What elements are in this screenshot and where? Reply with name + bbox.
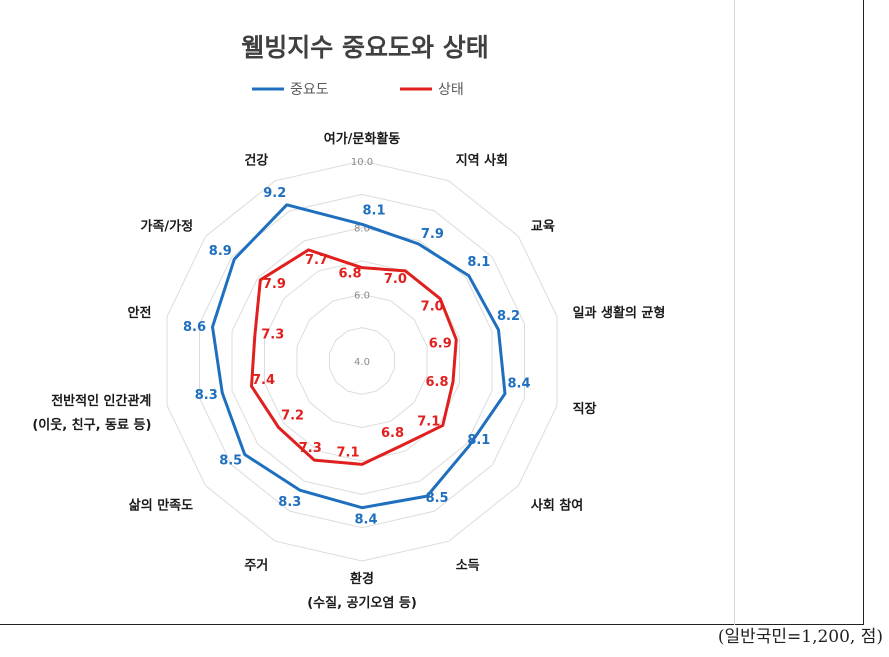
data-label: 7.7 (305, 253, 328, 268)
data-label: 8.9 (209, 244, 232, 259)
data-label: 7.0 (421, 300, 444, 315)
data-label: 7.9 (263, 277, 286, 292)
grid-ring (231, 227, 493, 495)
category-label: 지역 사회 (456, 152, 508, 168)
category-label: 직장 (573, 401, 597, 417)
chart-title: 웰빙지수 중요도와 상태 (241, 33, 488, 62)
data-label: 8.4 (354, 513, 377, 528)
data-label: 7.2 (281, 409, 304, 424)
series-line-1 (211, 203, 507, 510)
category-label: 교육 (531, 218, 555, 234)
legend-label-2: 상태 (438, 82, 464, 98)
outer-frame (0, 0, 864, 625)
axis-tick-label: 4.0 (354, 357, 370, 368)
data-label: 7.4 (252, 373, 275, 388)
category-label: 안전 (127, 305, 151, 321)
category-label: 환경 (350, 571, 374, 587)
chart-area (734, 0, 735, 625)
category-sublabel: (수질, 공기오염 등) (307, 595, 417, 611)
category-label: 가족/가정 (141, 218, 194, 234)
grid-ring (296, 293, 428, 429)
series-layer (211, 203, 507, 510)
axis-tick-label: 6.0 (354, 290, 370, 301)
data-label: 6.8 (381, 426, 404, 441)
category-sublabel: (이웃, 친구, 동료 등) (32, 417, 151, 433)
data-label: 8.4 (507, 377, 530, 392)
data-label: 6.8 (338, 267, 361, 282)
data-label: 8.3 (278, 495, 301, 510)
legend: 중요도 상태 (252, 82, 464, 98)
category-label: 여가/문화활동 (324, 131, 401, 147)
data-label: 6.9 (429, 336, 452, 351)
grid-ring (199, 193, 525, 529)
axis-tick-label: 10.0 (351, 157, 373, 168)
data-label: 8.1 (467, 255, 490, 270)
data-label: 8.1 (362, 203, 385, 218)
series-line-2 (250, 248, 458, 466)
category-label: 삶의 만족도 (129, 498, 193, 514)
data-label: 8.2 (497, 309, 520, 324)
category-label: 건강 (244, 152, 268, 168)
data-label: 7.3 (299, 441, 322, 456)
category-label: 주거 (244, 559, 268, 574)
category-label: 소득 (456, 559, 480, 574)
data-label: 6.8 (425, 375, 448, 390)
data-label: 7.0 (384, 272, 407, 287)
data-label: 8.5 (426, 491, 449, 506)
category-label: 사회 참여 (531, 498, 583, 514)
data-label: 8.1 (467, 433, 490, 448)
labels-layer: 8.1 7.9 8.1 8.2 8.4 8.1 8.5 8.4 8.3 8.5 8.3 8.6 8.9 9… (32, 131, 665, 611)
data-label: 7.9 (421, 227, 444, 242)
data-label: 8.5 (219, 454, 242, 469)
legend-label-1: 중요도 (290, 82, 329, 98)
data-label: 9.2 (263, 186, 286, 201)
grid-ring (329, 327, 395, 395)
sample-caption: (일반국민=1,200, 점) (717, 627, 883, 647)
grid-ring (166, 160, 558, 562)
category-label: 일과 생활의 균형 (573, 305, 666, 321)
data-label: 8.3 (195, 388, 218, 403)
category-label: 전반적인 인간관계 (51, 393, 151, 409)
data-label: 8.6 (183, 320, 206, 335)
data-label: 7.3 (261, 328, 284, 343)
data-label: 7.1 (417, 414, 440, 429)
data-label: 7.1 (336, 445, 359, 460)
axis-tick-label: 8.0 (354, 224, 370, 235)
